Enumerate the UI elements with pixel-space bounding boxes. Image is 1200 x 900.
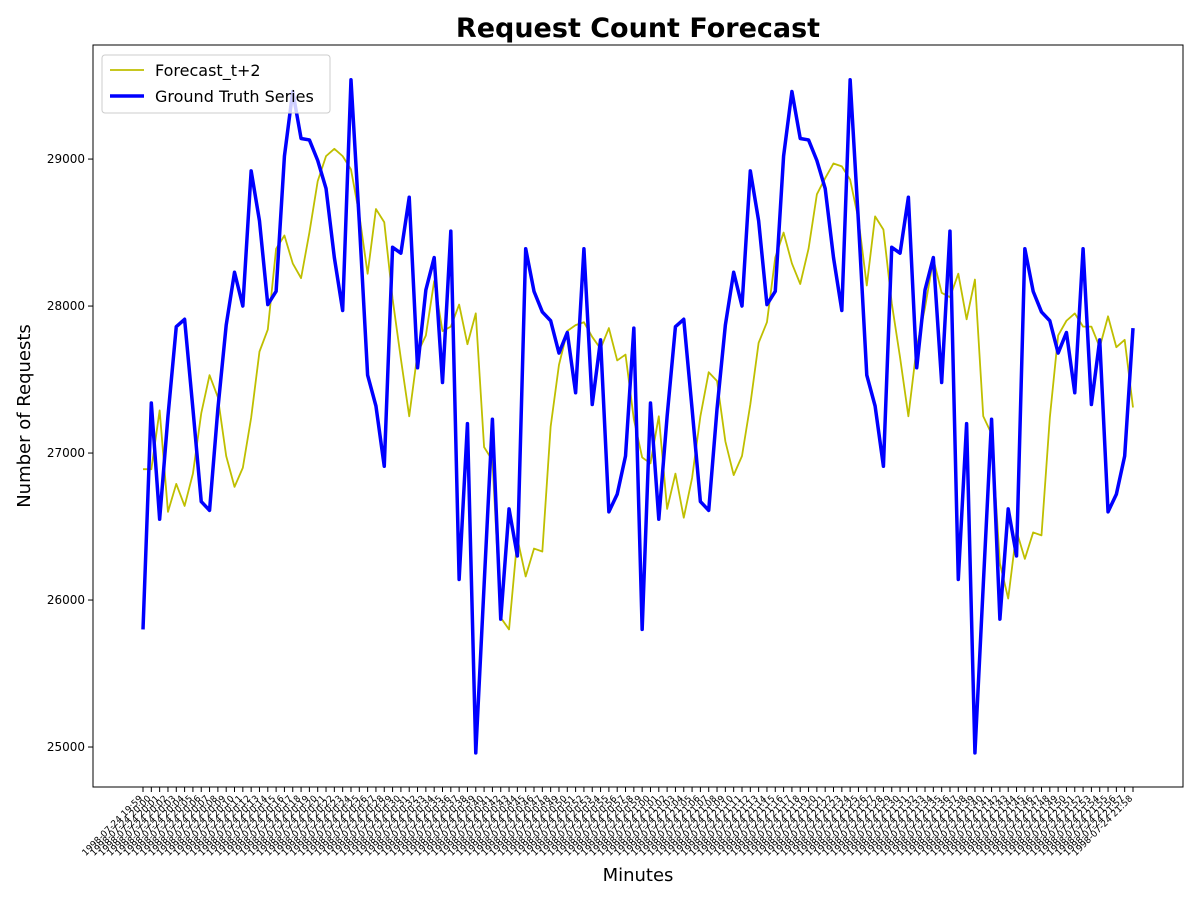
y-tick-label: 27000 [47,446,85,460]
y-tick-label: 29000 [47,152,85,166]
series-line [141,77,1135,755]
plot-frame [92,44,1184,788]
legend-box [101,54,331,114]
legend-label: Forecast_t+2 [155,61,261,81]
legend-label: Ground Truth Series [155,87,314,106]
y-tick-label: 28000 [47,299,85,313]
y-tick-label: 25000 [47,740,85,754]
chart-title: Request Count Forecast [456,13,820,44]
y-axis-label: Number of Requests [14,324,35,508]
x-axis-label: Minutes [603,865,674,886]
y-tick-label: 26000 [47,593,85,607]
